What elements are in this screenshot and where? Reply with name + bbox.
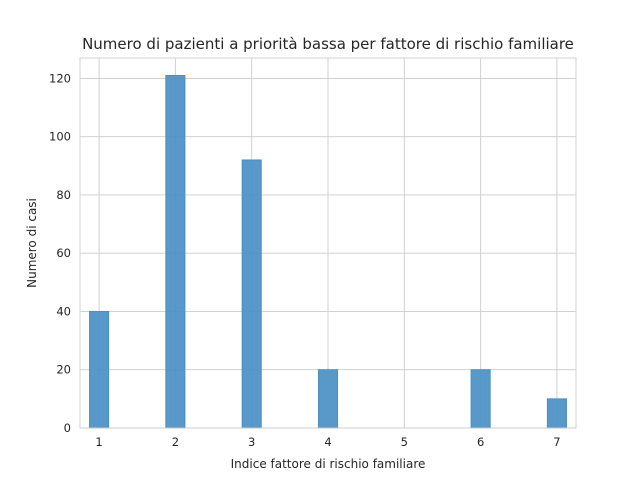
- x-tick-label: 4: [324, 435, 331, 449]
- bar: [165, 74, 186, 429]
- bar: [546, 398, 567, 429]
- bar: [470, 369, 491, 429]
- bar: [241, 159, 262, 429]
- bar: [317, 369, 339, 429]
- y-tick-label: 40: [56, 304, 71, 318]
- y-tick-label: 100: [49, 130, 71, 144]
- x-tick-label: 1: [95, 435, 102, 449]
- y-tick-label: 0: [64, 421, 71, 435]
- y-tick-label: 60: [56, 246, 71, 260]
- bar: [89, 310, 110, 429]
- y-axis-label: Numero di casi: [25, 198, 39, 288]
- y-tick-labels: 0 20 40 60 80 100 120: [49, 71, 71, 435]
- x-tick-label: 6: [477, 435, 484, 449]
- x-axis-label: Indice fattore di rischio familiare: [231, 457, 426, 471]
- grid-lines: [80, 58, 576, 429]
- y-tick-label: 120: [49, 71, 71, 85]
- x-tick-labels: 1 2 3 4 5 6 7: [95, 435, 560, 449]
- x-tick-label: 5: [401, 435, 408, 449]
- y-tick-label: 80: [56, 188, 71, 202]
- chart-title: Numero di pazienti a priorità bassa per …: [82, 35, 574, 53]
- x-tick-label: 7: [553, 435, 560, 449]
- x-tick-label: 2: [172, 435, 179, 449]
- plot-area-frame: [79, 57, 577, 429]
- x-tick-label: 3: [248, 435, 255, 449]
- y-tick-label: 20: [56, 363, 71, 377]
